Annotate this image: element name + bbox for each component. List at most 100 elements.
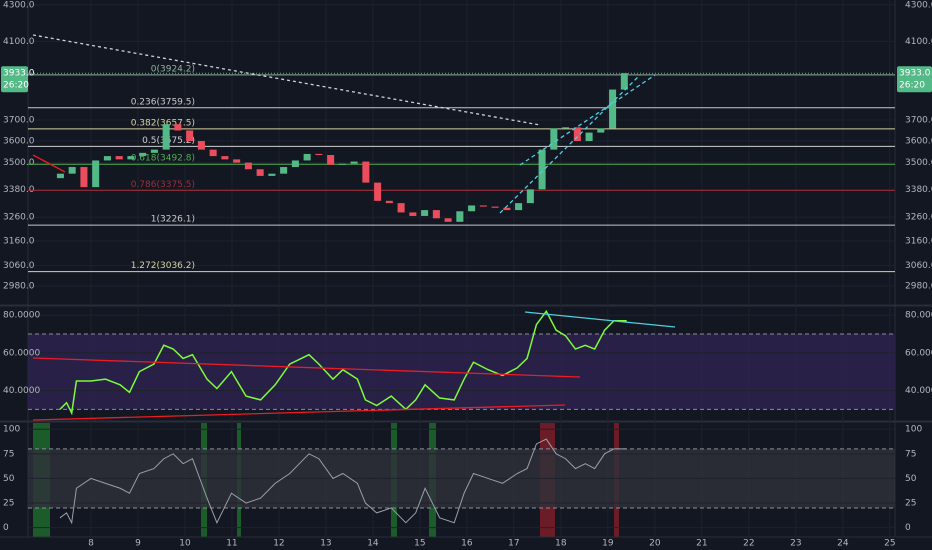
candle — [573, 127, 581, 142]
candle — [456, 211, 464, 222]
x-tick-label: 19 — [602, 539, 614, 549]
y-tick-label: 100 — [3, 425, 20, 435]
trendline — [524, 311, 676, 328]
candle — [503, 207, 511, 211]
x-tick-label: 14 — [367, 539, 379, 549]
y-tick-label: 40.0000 — [905, 386, 932, 396]
fib-label: 1(3226.1) — [151, 215, 195, 225]
candle — [209, 149, 217, 157]
trendline — [519, 74, 656, 166]
candle — [256, 169, 264, 176]
candle — [56, 173, 64, 179]
candle — [68, 167, 76, 174]
candle — [162, 124, 170, 150]
y-tick-label: 3600.0 — [905, 137, 932, 147]
candle — [550, 128, 558, 150]
last-price-box — [1, 66, 28, 93]
y-tick-label: 0 — [3, 523, 9, 533]
y-tick-label: 75 — [3, 449, 14, 459]
x-tick-label: 23 — [790, 539, 801, 549]
last-price-label: 3933.0 — [899, 69, 931, 79]
x-tick-label: 20 — [649, 539, 661, 549]
candle — [115, 156, 123, 160]
y-tick-label: 50 — [3, 474, 15, 484]
candle — [127, 156, 135, 160]
x-tick-label: 25 — [884, 539, 895, 549]
candle — [538, 149, 546, 190]
candle — [221, 156, 229, 160]
candle — [597, 128, 605, 133]
y-tick-label: 25 — [905, 499, 916, 509]
candle — [303, 153, 311, 161]
candle — [268, 173, 276, 176]
candle — [620, 73, 628, 90]
indicator-line — [59, 438, 627, 525]
candle — [409, 212, 417, 216]
candle — [186, 130, 194, 142]
x-tick-label: 9 — [135, 539, 141, 549]
y-tick-label: 100 — [905, 425, 922, 435]
x-tick-label: 22 — [743, 539, 754, 549]
y-tick-label: 80.0000 — [905, 311, 932, 321]
candle — [609, 89, 617, 129]
candle — [338, 163, 346, 165]
y-tick-label: 3260.0 — [3, 213, 35, 223]
candle — [150, 149, 158, 153]
candle — [374, 182, 382, 201]
candle — [562, 127, 570, 129]
y-tick-label: 60.0000 — [3, 348, 40, 358]
candle — [197, 141, 205, 150]
candle — [174, 124, 182, 131]
candle — [280, 167, 288, 174]
y-tick-label: 2980.0 — [905, 281, 932, 291]
y-tick-label: 3160.0 — [3, 237, 35, 247]
candle — [233, 159, 241, 163]
candle — [397, 203, 405, 213]
y-tick-label: 80.0000 — [3, 311, 40, 321]
y-tick-label: 4100.0 — [3, 37, 35, 47]
candle — [291, 160, 299, 168]
x-tick-label: 15 — [414, 539, 425, 549]
candle — [385, 200, 393, 204]
x-tick-label: 10 — [179, 539, 191, 549]
candle — [491, 206, 499, 208]
candle — [421, 210, 429, 216]
y-tick-label: 4300.0 — [3, 0, 35, 10]
y-tick-label: 75 — [905, 449, 916, 459]
band — [28, 333, 895, 410]
candle — [585, 132, 593, 142]
fib-label: 0.382(3657.5) — [131, 118, 195, 128]
y-tick-label: 0 — [905, 523, 911, 533]
candle — [315, 153, 323, 156]
trendline — [32, 404, 566, 421]
y-tick-label: 2980.0 — [3, 281, 35, 291]
y-tick-label: 40.0000 — [3, 386, 40, 396]
y-tick-label: 3700.0 — [905, 116, 932, 126]
y-tick-label: 4100.0 — [905, 37, 932, 47]
y-tick-label: 60.0000 — [905, 348, 932, 358]
fib-label: 0.786(3375.5) — [131, 180, 195, 190]
last-price-box — [897, 66, 932, 93]
x-tick-label: 12 — [273, 539, 284, 549]
y-tick-label: 3060.0 — [905, 261, 932, 271]
y-tick-label: 3500.0 — [905, 158, 932, 168]
candle — [103, 156, 111, 161]
x-tick-label: 11 — [226, 539, 237, 549]
x-tick-label: 13 — [320, 539, 331, 549]
y-tick-label: 3160.0 — [905, 237, 932, 247]
countdown-label: 26:20 — [3, 81, 29, 91]
x-tick-label: 16 — [461, 539, 473, 549]
y-tick-label: 25 — [3, 499, 14, 509]
candle — [350, 161, 358, 164]
y-tick-label: 3500.0 — [3, 158, 35, 168]
candle — [432, 210, 440, 219]
candle — [526, 189, 534, 204]
y-tick-label: 3260.0 — [905, 213, 932, 223]
candle — [139, 152, 147, 157]
candle — [362, 161, 370, 183]
candle — [444, 218, 452, 222]
fib-label: 1.272(3036.2) — [131, 261, 195, 271]
candle — [80, 167, 88, 188]
x-tick-label: 18 — [555, 539, 567, 549]
